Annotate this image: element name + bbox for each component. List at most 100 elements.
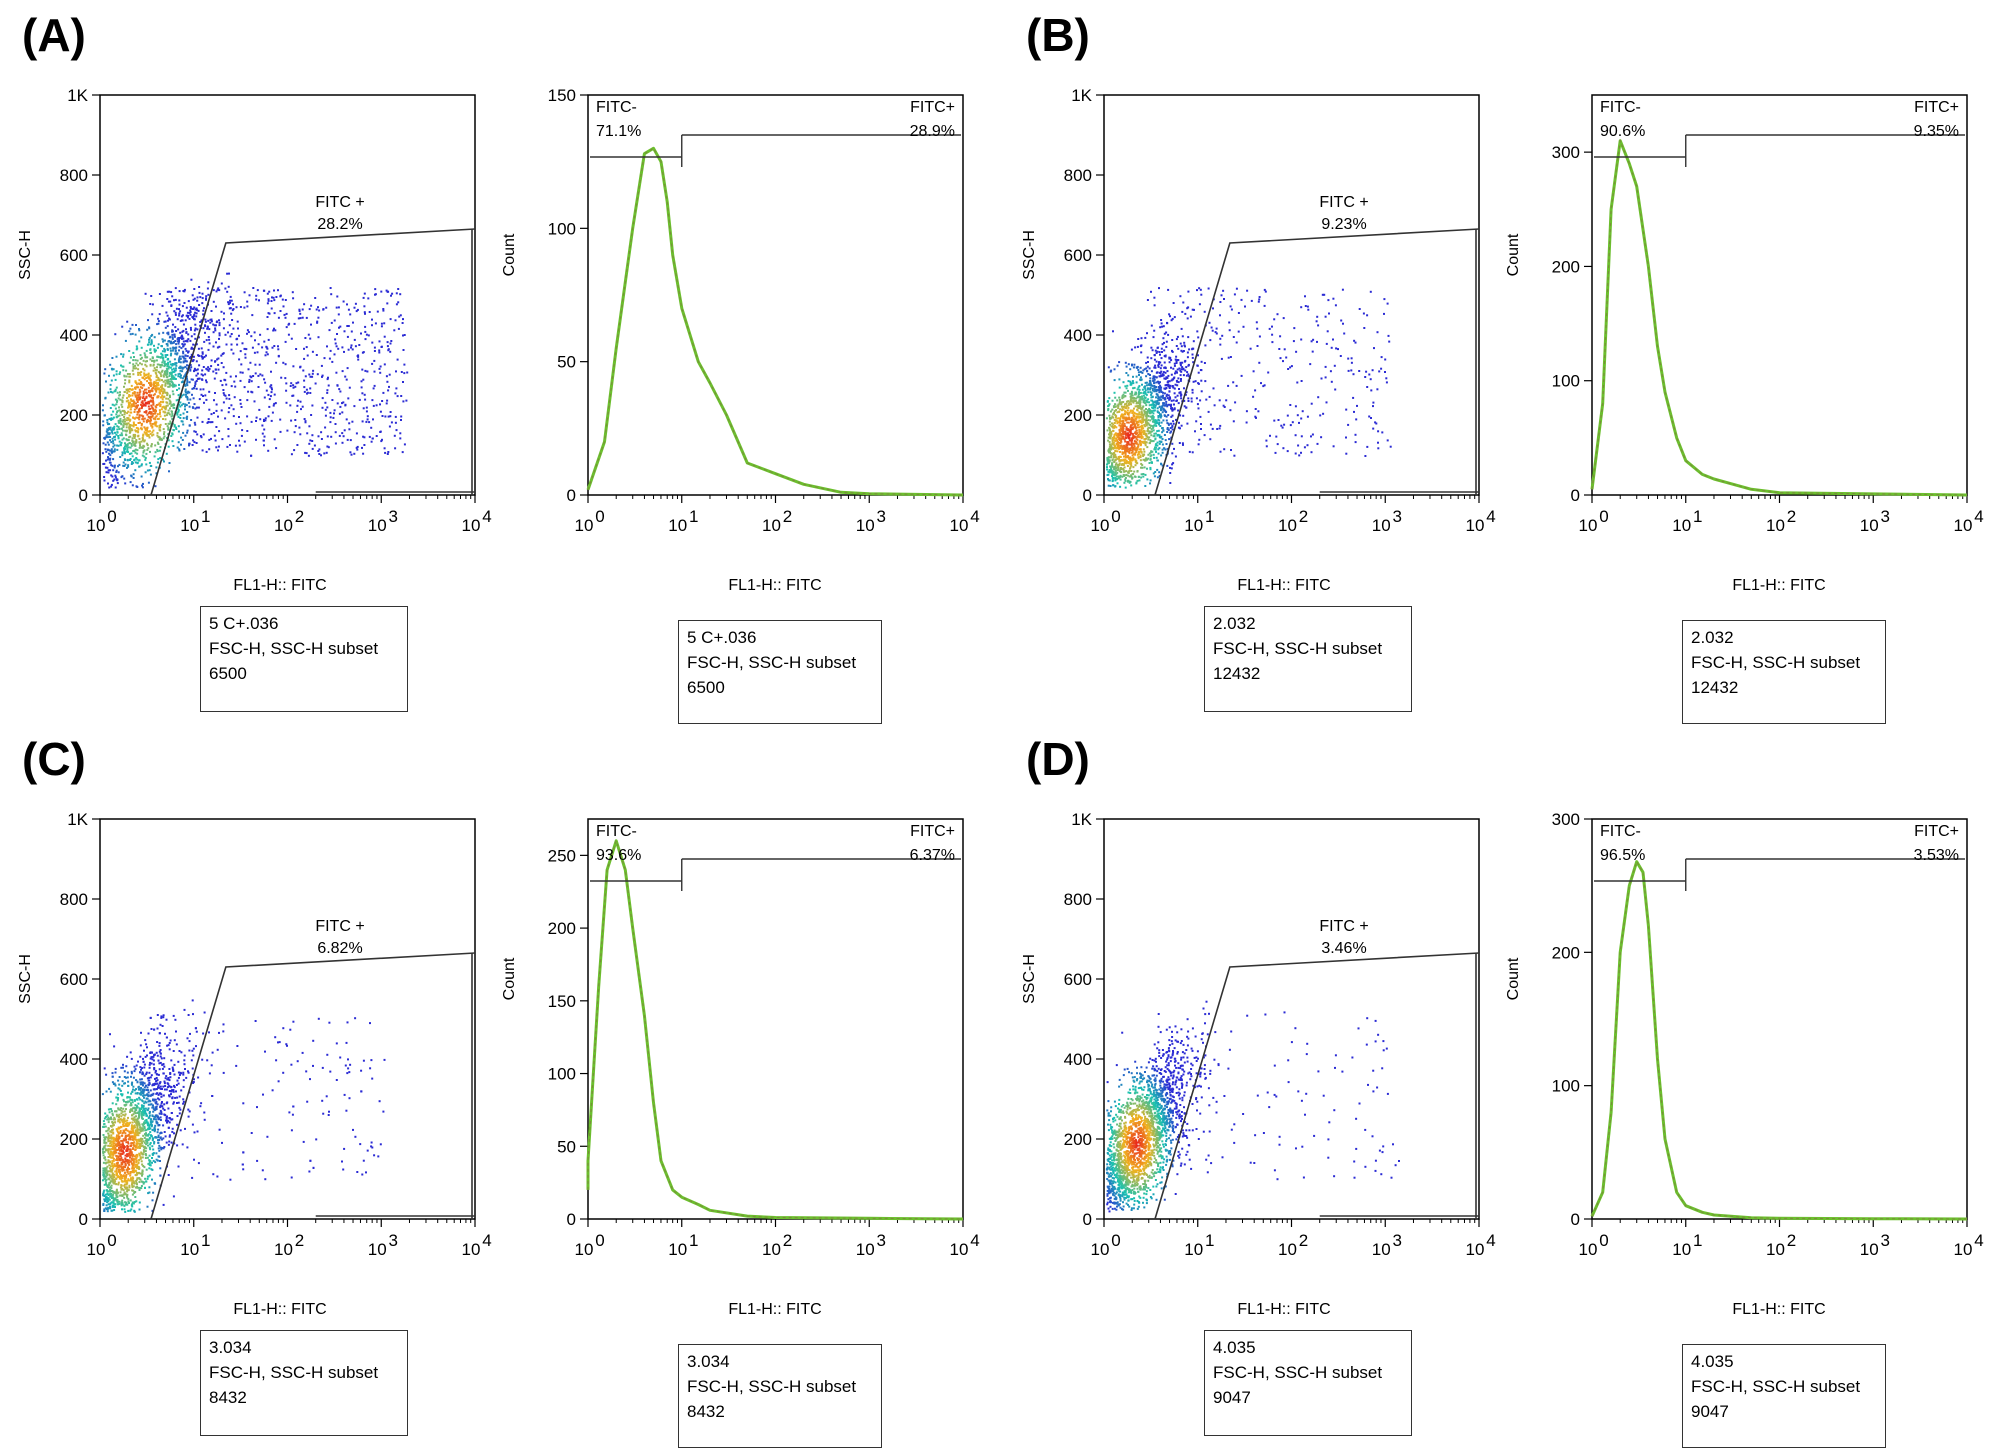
event-dot [174, 311, 177, 314]
event-dot [1179, 342, 1182, 345]
event-dot [364, 398, 367, 401]
event-dot [386, 399, 389, 402]
event-dot [1179, 295, 1182, 298]
event-dot [1128, 475, 1131, 478]
event-dot [164, 391, 167, 394]
event-dot [193, 313, 196, 316]
event-dot [195, 380, 198, 382]
event-dot [1116, 420, 1119, 423]
event-dot [358, 398, 361, 401]
event-dot [1130, 484, 1133, 487]
event-dot [299, 317, 302, 320]
event-dot [1118, 421, 1121, 424]
event-dot [1128, 434, 1131, 437]
event-dot [210, 320, 213, 323]
event-dot [111, 418, 114, 421]
event-dot [304, 337, 307, 339]
event-dot [130, 443, 133, 445]
event-dot [174, 378, 177, 380]
event-dot [1199, 399, 1202, 402]
tick-exponent: 4 [1974, 507, 1983, 526]
event-dot [128, 442, 131, 444]
event-dot [187, 1071, 190, 1074]
event-dot [1162, 429, 1165, 432]
event-dot [1118, 470, 1121, 473]
event-dot [1118, 398, 1121, 401]
event-dot [116, 410, 119, 413]
event-dot [110, 450, 113, 453]
event-dot [1116, 404, 1119, 407]
event-dot [171, 363, 174, 366]
event-dot [333, 412, 335, 415]
event-dot [153, 422, 156, 425]
event-dot [314, 297, 317, 299]
event-dot [1195, 420, 1198, 423]
event-dot [1122, 421, 1125, 424]
event-dot [114, 438, 117, 441]
tick-exponent: 3 [389, 1231, 398, 1250]
event-dot [143, 445, 146, 448]
event-dot [1136, 432, 1138, 435]
event-dot [1123, 466, 1126, 469]
event-dot [368, 421, 371, 424]
event-dot [154, 350, 156, 353]
event-dot [134, 395, 137, 398]
event-dot [303, 303, 306, 306]
event-dot [1319, 414, 1322, 417]
event-dot [1160, 364, 1163, 367]
event-dot [198, 398, 201, 401]
event-dot [1117, 432, 1120, 435]
event-dot [1152, 472, 1155, 475]
event-dot [1106, 466, 1108, 469]
event-dot [106, 429, 109, 432]
event-dot [1304, 305, 1307, 307]
x-tick-label: 10 2 [274, 507, 304, 535]
event-dot [192, 439, 195, 442]
event-dot [253, 400, 256, 403]
event-dot [1263, 384, 1266, 387]
event-dot [155, 415, 158, 418]
event-dot [170, 422, 172, 425]
event-dot [1122, 381, 1125, 384]
event-dot [173, 383, 176, 386]
event-dot [123, 411, 126, 413]
event-dot [162, 375, 165, 378]
event-dot [384, 451, 387, 454]
event-dot [135, 381, 137, 384]
event-dot [215, 290, 218, 293]
event-dot [178, 449, 181, 452]
event-dot [129, 401, 132, 404]
event-dot [1183, 399, 1186, 402]
event-dot [184, 365, 187, 368]
event-dot [1119, 422, 1122, 425]
event-dot [336, 384, 339, 387]
event-dot [103, 437, 106, 440]
event-dot [257, 343, 260, 346]
event-dot [123, 409, 126, 412]
event-dot [1298, 421, 1300, 424]
event-dot [318, 309, 321, 312]
event-dot [387, 349, 390, 352]
event-dot [207, 293, 210, 296]
event-dot [188, 381, 191, 384]
event-dot [274, 329, 277, 332]
event-dot [1143, 401, 1146, 404]
event-dot [1316, 315, 1319, 318]
event-dot [1135, 482, 1138, 485]
event-dot [244, 356, 247, 359]
event-dot [1294, 434, 1297, 437]
event-dot [114, 333, 117, 336]
event-dot [180, 396, 183, 399]
event-dot [147, 405, 150, 408]
event-dot [258, 408, 261, 411]
event-dot [1156, 350, 1159, 353]
event-dot [305, 346, 308, 349]
event-dot [121, 438, 124, 441]
event-dot [121, 475, 124, 478]
event-dot [120, 432, 123, 435]
event-dot [1164, 439, 1167, 442]
event-dot [124, 420, 126, 423]
event-dot [218, 324, 221, 327]
event-dot [1108, 432, 1111, 435]
